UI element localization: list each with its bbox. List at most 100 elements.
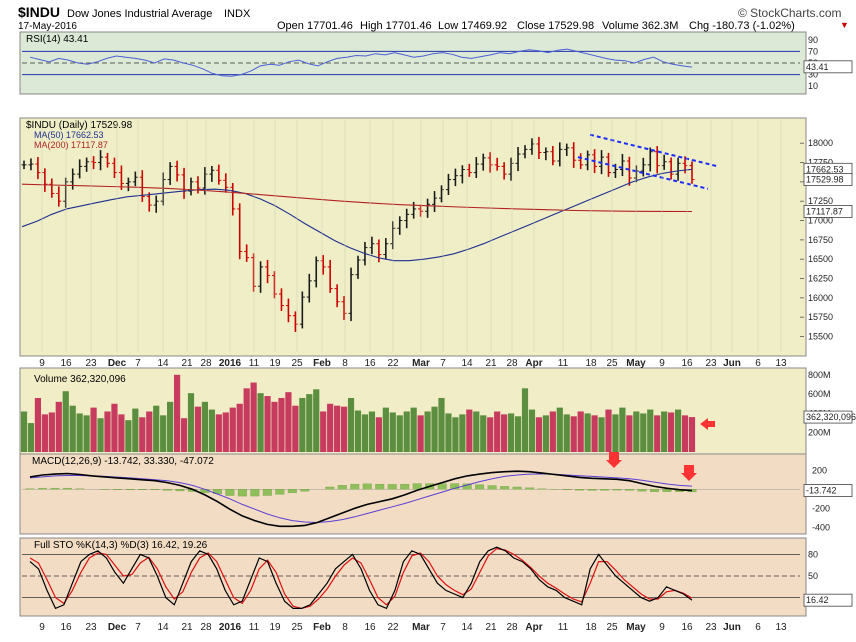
- macd-histogram-bar: [162, 489, 172, 491]
- price-tick-label: 15750: [808, 312, 833, 322]
- price-tick-label: 17750: [808, 158, 833, 168]
- volume-bar: [222, 412, 229, 452]
- macd-histogram-bar: [637, 489, 647, 492]
- volume-bar: [153, 405, 160, 452]
- volume-bar: [285, 392, 292, 452]
- volume-bar: [382, 407, 389, 452]
- volume-bar: [264, 396, 271, 452]
- sto-x-label: 14: [157, 622, 169, 633]
- price-x-label: 11: [249, 358, 260, 369]
- volume-bar: [438, 397, 445, 452]
- price-x-label: 9: [39, 358, 45, 369]
- sto-x-label: 9: [659, 622, 665, 633]
- volume-bar: [668, 412, 675, 452]
- watermark: © StockCharts.com: [738, 6, 842, 20]
- sto-x-label: 7: [135, 622, 141, 633]
- channel-lower-line: [577, 156, 709, 190]
- volume-bar: [528, 409, 536, 452]
- macd-histogram-bar: [412, 483, 422, 490]
- price-x-label: Feb: [313, 358, 331, 369]
- sto-x-label: 2016: [219, 622, 242, 633]
- volume-bar: [327, 403, 334, 452]
- volume-bar: [466, 409, 473, 452]
- sto-x-label: Apr: [525, 622, 542, 633]
- sto-x-label: 9: [39, 622, 45, 633]
- low-value: Low 17469.92: [438, 20, 507, 32]
- rsi-last-value-box: [803, 60, 853, 74]
- macd-histogram-bar: [38, 487, 47, 490]
- sto-tick-label: 50: [808, 571, 818, 581]
- volume-bar: [299, 397, 306, 452]
- volume-bar: [647, 409, 654, 452]
- macd-last-value-box: [803, 484, 853, 497]
- ma50-legend-value: 17662.53: [66, 130, 104, 140]
- volume-bar: [688, 417, 696, 452]
- price-x-label: 11: [558, 358, 569, 369]
- volume-bar: [257, 393, 264, 452]
- price-x-label: 16: [60, 358, 72, 369]
- volume-bar: [626, 415, 633, 452]
- volume-bar: [111, 403, 118, 452]
- macd-tick-label: 200: [812, 465, 827, 475]
- price-x-label: Jun: [723, 358, 741, 369]
- volume-bar: [598, 417, 605, 452]
- macd-histogram-bar: [475, 484, 485, 490]
- macd-tick-label: -400: [812, 522, 830, 532]
- volume-bar: [201, 401, 209, 452]
- index-name: Dow Jones Industrial Average: [67, 8, 212, 20]
- volume-bar: [271, 401, 278, 452]
- volume-bar: [605, 409, 612, 452]
- volume-bar: [521, 388, 529, 452]
- volume-bar: [250, 382, 257, 452]
- volume-bar: [340, 406, 348, 452]
- price-x-label: 16: [681, 358, 693, 369]
- price-tick-label: 16750: [808, 235, 833, 245]
- volume-bar: [535, 417, 543, 452]
- volume-arrow-icon: [700, 418, 715, 430]
- volume-bar: [487, 417, 494, 452]
- volume-bar: [507, 413, 515, 452]
- sto-k-line: [29, 546, 693, 610]
- volume-bar: [41, 414, 48, 452]
- price-x-label: 6: [755, 358, 761, 369]
- macd-histogram-bar: [287, 489, 297, 493]
- high-value: High 17701.46: [360, 20, 432, 32]
- macd-histogram-bar: [662, 489, 672, 492]
- price-x-label: 16: [364, 358, 376, 369]
- price-x-label: 2016: [219, 358, 242, 369]
- volume-bar: [55, 401, 62, 452]
- price-x-label: 21: [485, 358, 497, 369]
- change-down-icon: ▼: [840, 20, 849, 30]
- close-value: Close 17529.98: [517, 20, 594, 32]
- rsi-last-value: 43.41: [806, 62, 829, 72]
- symbol-title: $INDU: [18, 4, 60, 20]
- macd-histogram-bar: [437, 483, 447, 490]
- sto-x-label: 7: [440, 622, 446, 633]
- volume-bar: [347, 397, 355, 452]
- macd-line: [29, 470, 693, 528]
- volume-bar: [674, 409, 682, 452]
- price-x-label: 25: [606, 358, 618, 369]
- sto-x-label: 14: [461, 622, 473, 633]
- sto-x-label: Dec: [108, 622, 127, 633]
- volume-bar: [549, 411, 556, 452]
- macd-histogram-bar: [512, 486, 522, 490]
- volume-bar: [375, 417, 382, 452]
- volume-bar: [556, 407, 563, 452]
- volume-bar: [410, 407, 417, 452]
- price-x-label: 25: [291, 358, 303, 369]
- volume-bar: [612, 414, 619, 452]
- volume-bar: [681, 415, 689, 452]
- volume-bar: [661, 411, 668, 452]
- price-x-label: 28: [506, 358, 518, 369]
- price-x-label: Apr: [525, 358, 542, 369]
- volume-bar: [654, 415, 661, 452]
- volume-tick-label: 800M: [808, 370, 831, 380]
- sto-x-label: 19: [269, 622, 281, 633]
- price-x-label: Mar: [412, 358, 430, 369]
- price-x-label: Dec: [108, 358, 127, 369]
- price-x-label: 9: [659, 358, 665, 369]
- sto-x-label: 21: [181, 622, 193, 633]
- sto-x-label: 16: [681, 622, 693, 633]
